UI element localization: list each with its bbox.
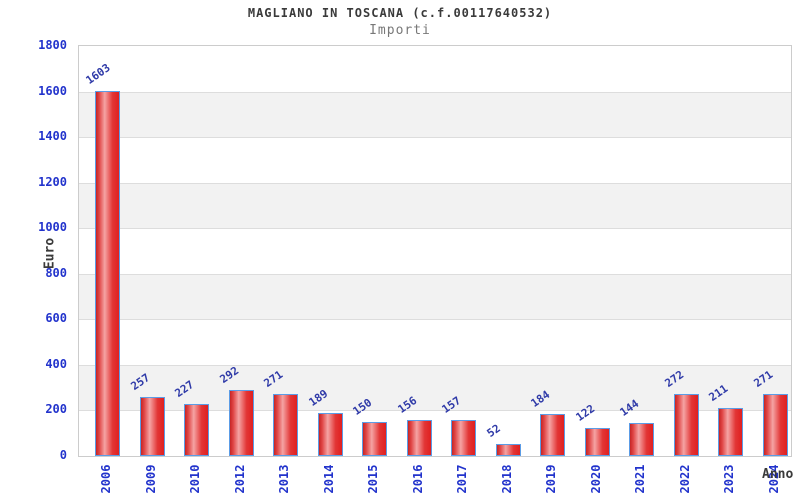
y-tick-label: 600	[45, 311, 67, 326]
chart-title: MAGLIANO IN TOSCANA (c.f.00117640532)	[247, 6, 553, 20]
bar-2006	[95, 90, 120, 456]
bar-2024	[762, 394, 788, 456]
y-tick-label: 1000	[38, 220, 67, 235]
y-tick-label: 0	[59, 448, 67, 462]
x-tick-label-2012: 2012	[232, 464, 247, 494]
background-band	[79, 46, 791, 92]
y-axis-labels: 0 200 400 600 800 1000 1200 1400 1600 1800	[0, 38, 73, 462]
bar-2017	[451, 420, 476, 456]
background-band	[79, 228, 791, 274]
y-tick-label: 400	[45, 356, 67, 371]
x-tick-label-2021: 2021	[633, 464, 647, 494]
gridline	[79, 228, 791, 230]
gridline	[79, 182, 791, 184]
x-tick-label-2022: 2022	[677, 464, 692, 494]
chart-subtitle: Importi	[369, 23, 431, 38]
background-band	[79, 273, 791, 320]
y-tick-label: 200	[45, 402, 67, 417]
bar-2020	[584, 428, 610, 456]
bar-2015	[362, 421, 387, 456]
y-tick-label: 1200	[38, 174, 67, 189]
x-tick-label-2017: 2017	[455, 464, 469, 494]
x-tick-label-2020: 2020	[588, 464, 603, 494]
background-band	[79, 182, 791, 229]
gridline	[79, 91, 791, 93]
x-tick-label-2019: 2019	[544, 464, 558, 494]
bar-2010	[184, 404, 209, 456]
bar-2023	[718, 407, 743, 456]
x-tick-label-2014: 2014	[321, 464, 336, 494]
background-band	[79, 319, 791, 365]
y-tick-label: 1800	[38, 38, 67, 52]
x-tick-label-2013: 2013	[277, 464, 291, 494]
x-tick-label-2018: 2018	[499, 464, 514, 494]
bar-2022	[673, 394, 699, 456]
background-band	[79, 137, 791, 183]
bar-2021	[629, 423, 654, 456]
y-tick-label: 800	[45, 265, 67, 280]
bar-2014	[317, 412, 343, 456]
bar-2009	[139, 397, 165, 456]
gridline	[79, 410, 791, 412]
gridline	[79, 364, 791, 366]
bar-2012	[228, 389, 254, 456]
y-tick-label: 1600	[38, 83, 67, 98]
gridline	[79, 137, 791, 139]
x-tick-label-2016: 2016	[410, 464, 425, 494]
x-tick-label-2015: 2015	[366, 464, 380, 494]
background-band	[79, 364, 791, 411]
plot-area: 1603 257 227 292 271 189 150 156 157 52 184 122 144 2…	[78, 45, 792, 457]
x-tick-label-2023: 2023	[722, 464, 736, 494]
bar-2013	[273, 394, 298, 456]
bar-2018	[495, 444, 521, 456]
x-axis-labels: 2006 2009 2010 2012 2013 2014 2015 2016 2017 2018…	[78, 455, 790, 500]
bar-2016	[406, 420, 432, 456]
gridline	[79, 319, 791, 321]
x-tick-label-2006: 2006	[99, 464, 113, 494]
x-tick-label-2009: 2009	[143, 464, 158, 494]
x-tick-label-2010: 2010	[188, 464, 202, 494]
y-tick-label: 1400	[38, 129, 67, 144]
x-axis-title: Anno	[762, 467, 794, 482]
bar-2019	[540, 414, 565, 456]
background-band	[79, 91, 791, 138]
gridline	[79, 273, 791, 275]
